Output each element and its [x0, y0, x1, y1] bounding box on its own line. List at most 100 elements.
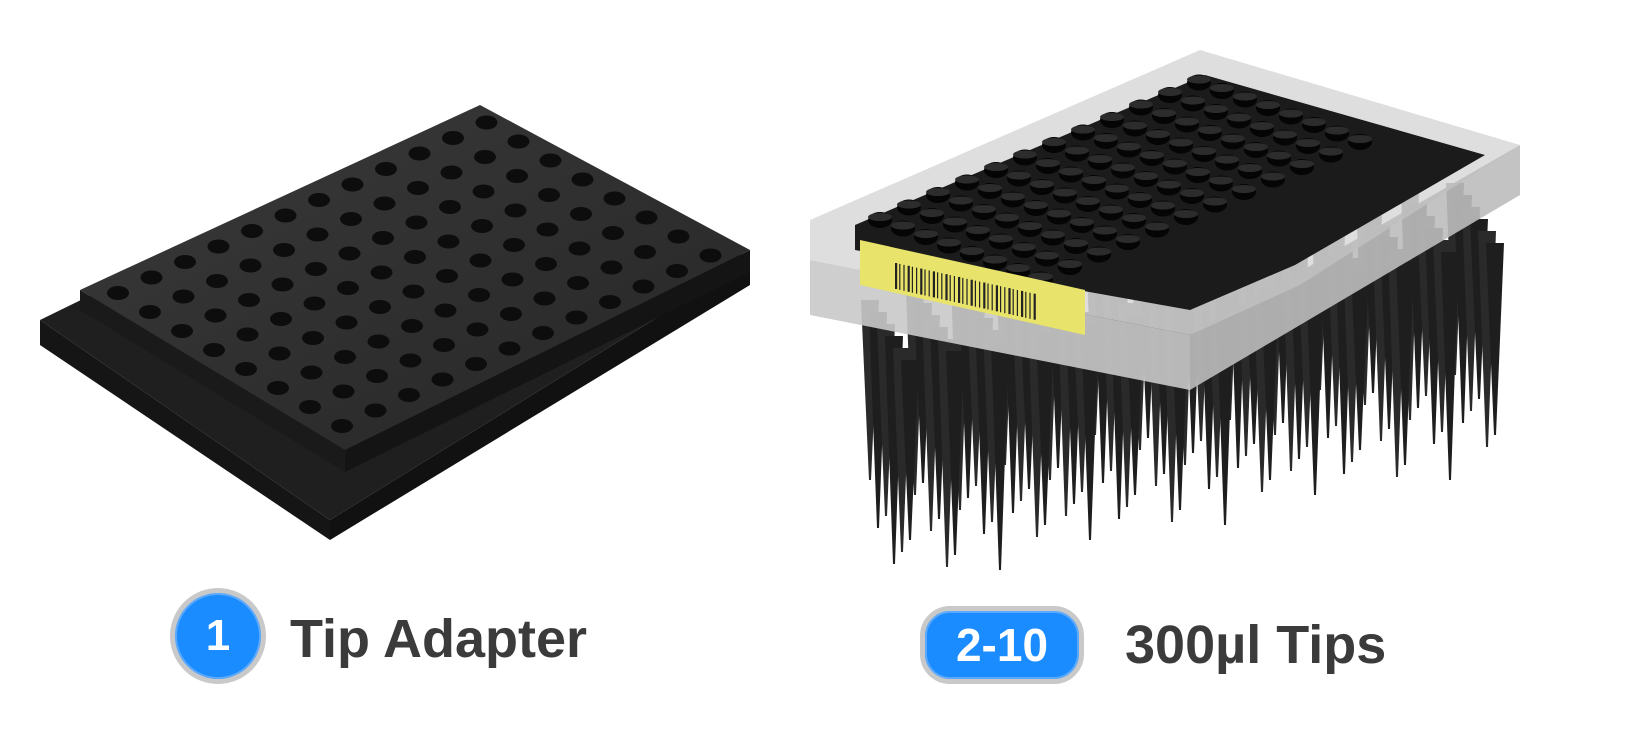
adapter-hole: [369, 300, 391, 314]
tip-adapter-image: [40, 105, 750, 540]
rack-hole-rim: [1117, 142, 1141, 151]
barcode-bar: [953, 276, 955, 303]
adapter-hole: [238, 293, 260, 307]
adapter-hole: [402, 284, 425, 299]
adapter-hole: [370, 265, 393, 280]
adapter-hole: [236, 327, 259, 342]
adapter-hole: [302, 331, 324, 345]
adapter-hole: [308, 193, 330, 207]
rack-hole-rim: [1290, 160, 1314, 168]
rack-hole-rim: [972, 205, 996, 213]
rack-hole-rim: [1186, 168, 1210, 176]
barcode-bar: [958, 276, 961, 303]
rack-holes: [868, 74, 1372, 288]
adapter-hole: [305, 262, 327, 276]
rack-hole-rim: [989, 234, 1013, 243]
adapter-hole: [440, 165, 463, 180]
adapter-hole: [471, 219, 493, 233]
barcode-bar: [1033, 293, 1036, 320]
barcode-bar: [991, 284, 993, 311]
barcode-bar: [903, 264, 905, 291]
rack-hole-rim: [868, 213, 892, 221]
adapter-hole: [571, 172, 594, 187]
barcode-bar: [1012, 289, 1014, 316]
barcode-bar: [970, 279, 973, 306]
adapter-hole: [235, 362, 257, 376]
rack-hole-rim: [1111, 163, 1135, 172]
rack-hole-rim: [1128, 193, 1152, 201]
barcode-bar: [949, 275, 951, 302]
rack-hole-rim: [1006, 264, 1030, 272]
adapter-hole: [270, 312, 292, 326]
rack-hole-rim: [995, 213, 1019, 222]
rack-hole-rim: [1296, 139, 1320, 147]
adapter-hole: [139, 305, 161, 319]
adapter-hole: [434, 303, 457, 318]
rack-hole-rim: [1087, 247, 1111, 256]
adapter-hole: [203, 343, 225, 357]
adapter-hole: [632, 279, 655, 294]
adapter-hole: [206, 274, 228, 288]
rack-hole-rim: [1042, 138, 1066, 146]
rack-hole-rim: [1244, 143, 1268, 151]
barcode-bar: [987, 283, 989, 310]
item-badge-1: 1: [170, 588, 266, 684]
rack-hole-rim: [1302, 118, 1326, 126]
barcode-bar: [895, 263, 898, 289]
adapter-hole: [366, 369, 388, 383]
rack-hole-rim: [943, 217, 967, 226]
adapter-hole: [107, 286, 129, 300]
barcode-bar: [924, 269, 926, 296]
adapter-hole: [635, 210, 658, 225]
rack-hole-rim: [1122, 214, 1146, 222]
rack-hole-rim: [1204, 105, 1228, 113]
rack-hole-rim: [1273, 130, 1297, 139]
adapter-hole: [399, 353, 422, 368]
barcode-bar: [1000, 286, 1002, 313]
rack-hole-rim: [1065, 146, 1089, 155]
rack-hole-rim: [1319, 147, 1343, 156]
adapter-hole: [239, 258, 262, 273]
adapter-hole: [300, 365, 323, 380]
rack-hole-rim: [891, 221, 915, 230]
rack-hole-rim: [1233, 92, 1257, 101]
adapter-hole: [570, 207, 592, 221]
adapter-hole: [334, 350, 356, 364]
barcode-bar: [1025, 291, 1027, 318]
rack-hole-rim: [1076, 197, 1100, 205]
rack-hole-rim: [960, 247, 984, 255]
adapter-hole: [401, 319, 423, 333]
adapter-hole: [405, 215, 428, 230]
rack-hole-rim: [1134, 172, 1158, 180]
adapter-hole: [503, 238, 525, 252]
adapter-hole: [568, 241, 591, 256]
adapter-hole: [341, 177, 364, 192]
adapter-hole: [599, 295, 621, 309]
adapter-hole: [436, 269, 458, 283]
rack-hole-rim: [1093, 226, 1117, 235]
adapter-hole: [364, 403, 387, 418]
rack-hole-rim: [1250, 122, 1274, 130]
adapter-hole: [667, 229, 690, 244]
barcode-icon: [895, 263, 1036, 320]
adapter-hole: [338, 246, 361, 261]
adapter-hole: [474, 150, 496, 164]
adapter-hole: [303, 296, 326, 311]
barcode-bar: [1004, 287, 1006, 314]
barcode-bar: [983, 282, 986, 309]
barcode-bar: [962, 277, 964, 304]
pipette-tip: [1351, 270, 1369, 450]
rack-hole-rim: [1035, 251, 1059, 260]
adapter-hole: [431, 372, 454, 387]
barcode-bar: [899, 263, 901, 290]
rack-hole-rim: [1105, 184, 1129, 193]
rack-hole-rim: [1146, 130, 1170, 138]
adapter-hole: [600, 260, 623, 275]
adapter-hole: [372, 231, 394, 245]
adapter-hole: [507, 134, 530, 149]
adapter-hole: [501, 272, 524, 287]
rack-hole-rim: [1064, 239, 1088, 247]
rack-hole-rim: [897, 200, 921, 209]
adapter-hole: [408, 146, 431, 161]
adapter-hole: [603, 191, 626, 206]
